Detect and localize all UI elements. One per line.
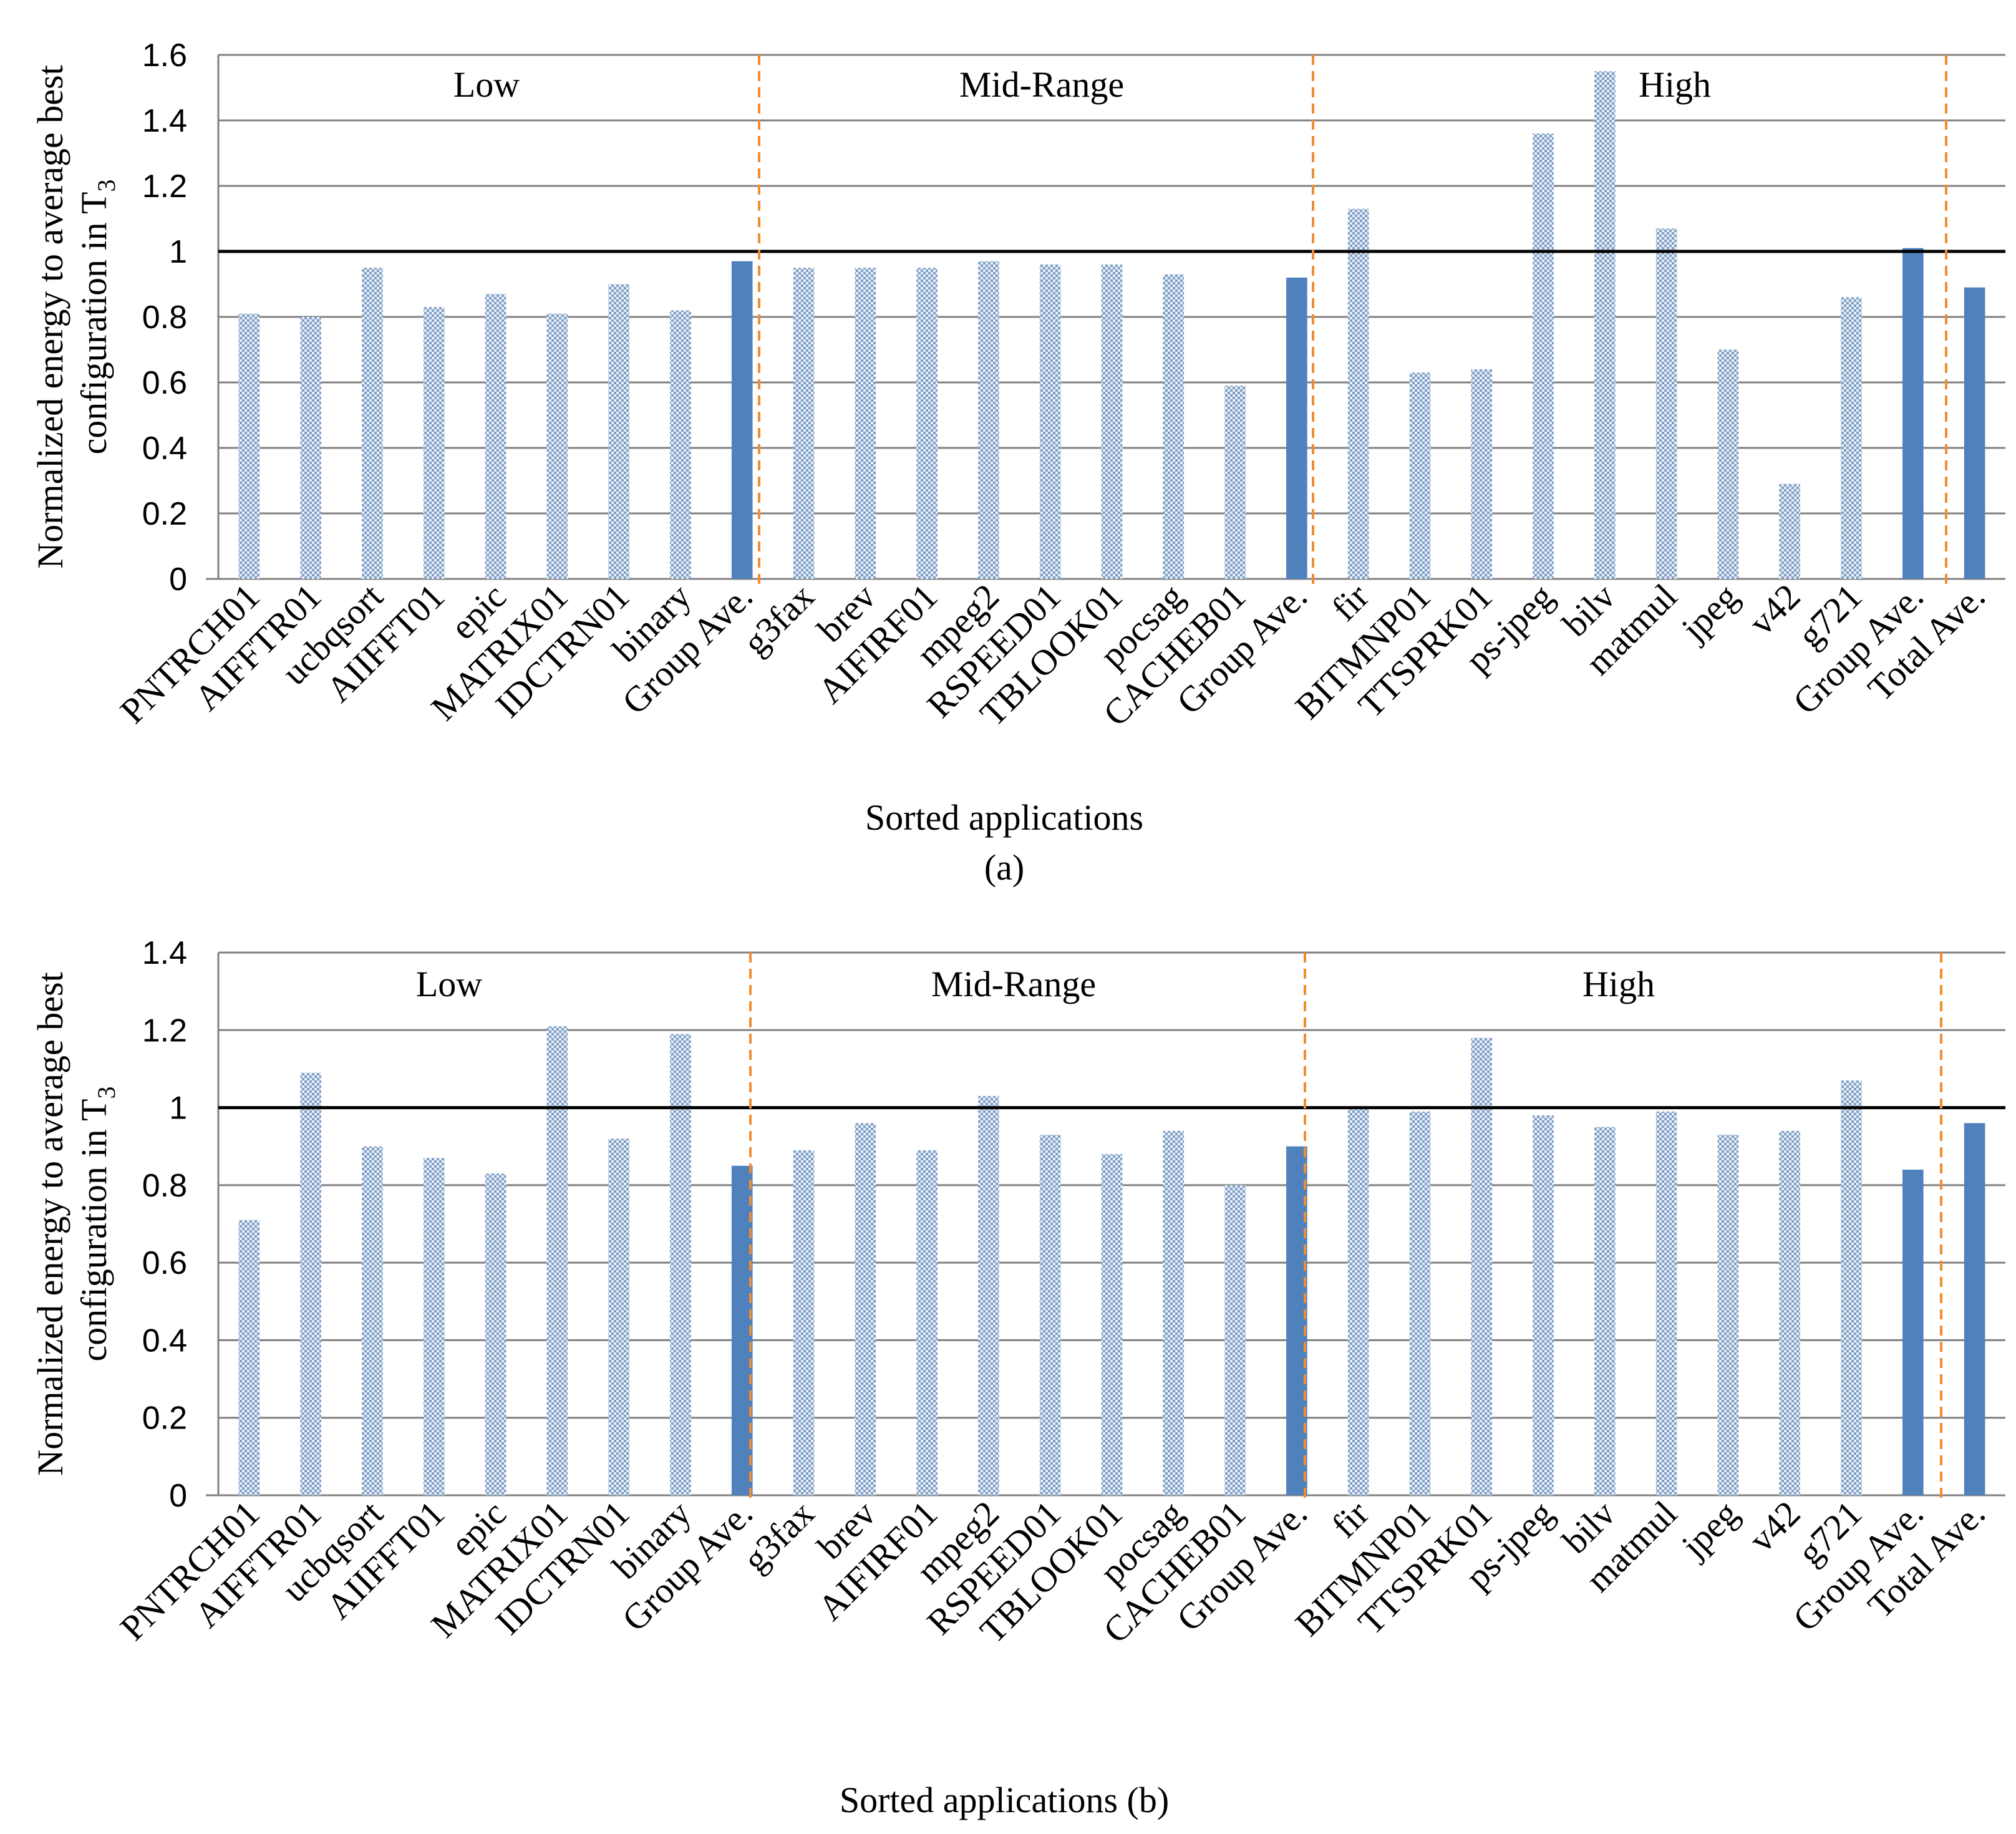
group-label: Mid-Range (931, 964, 1096, 1004)
bar (1101, 1154, 1123, 1495)
group-label: High (1639, 64, 1711, 105)
average-bar (1902, 1170, 1924, 1495)
bar (1347, 1107, 1369, 1495)
y-axis-label: Normalized energy to average best (30, 65, 70, 568)
bar (546, 1026, 568, 1495)
y-tick-label: 1 (169, 1090, 187, 1127)
bar (1533, 1115, 1554, 1495)
bar (1717, 349, 1739, 579)
y-axis-label-main: configuration in T (74, 192, 114, 455)
y-tick-label: 1.4 (142, 103, 187, 139)
bar (485, 294, 506, 579)
y-tick-label: 1 (169, 234, 187, 270)
bar (238, 313, 260, 579)
category-label: g3fax (735, 576, 821, 662)
bar (1841, 297, 1862, 579)
y-tick-label: 0.8 (142, 299, 187, 336)
bar (670, 310, 691, 579)
y-axis-label-line2: configuration in T3 (74, 1087, 120, 1362)
bar (1409, 372, 1431, 579)
bar (978, 1095, 999, 1495)
bar (300, 1072, 321, 1495)
average-bar (1964, 1123, 1985, 1495)
group-label: High (1582, 964, 1655, 1004)
y-tick-label: 0.4 (142, 1322, 187, 1359)
y-tick-label: 0.2 (142, 1400, 187, 1437)
y-tick-label: 1.2 (142, 1012, 187, 1049)
bar (1655, 1111, 1677, 1495)
y-tick-label: 0.2 (142, 496, 187, 532)
average-bar (731, 1165, 753, 1495)
y-tick-label: 0.6 (142, 365, 187, 401)
average-bar (731, 261, 753, 579)
bar (1655, 228, 1677, 579)
bar (362, 268, 383, 579)
bar (670, 1034, 691, 1495)
y-tick-label: 1.4 (142, 935, 187, 971)
bar (1224, 1185, 1246, 1495)
bar (608, 1138, 629, 1495)
y-tick-label: 0 (169, 561, 187, 598)
bar (1224, 386, 1246, 579)
bar (1471, 1037, 1493, 1495)
panel-caption: (a) (984, 847, 1024, 888)
group-label: Low (416, 964, 482, 1004)
bar (1779, 1130, 1801, 1495)
bar (608, 284, 629, 579)
bar (855, 1123, 876, 1495)
bar (238, 1220, 260, 1495)
y-axis-label-main: configuration in T (74, 1099, 114, 1362)
y-tick-label: 1.2 (142, 168, 187, 205)
y-tick-label: 0.6 (142, 1245, 187, 1281)
average-bar (1286, 278, 1307, 579)
bar (793, 1150, 815, 1495)
average-bar (1964, 287, 1985, 579)
bar (1717, 1135, 1739, 1495)
bar (546, 313, 568, 579)
bar (1101, 264, 1123, 579)
bar (1409, 1111, 1431, 1495)
y-axis-label: Normalized energy to average best (30, 972, 70, 1475)
bar (978, 261, 999, 579)
bar (1841, 1080, 1862, 1495)
category-label: g3fax (735, 1493, 821, 1579)
bar (362, 1146, 383, 1495)
bar (485, 1173, 506, 1495)
bar (300, 317, 321, 579)
y-tick-label: 0.8 (142, 1168, 187, 1204)
category-label: jpeg (1673, 1493, 1747, 1566)
bar (423, 307, 445, 579)
bar (1594, 1127, 1616, 1495)
bar (423, 1158, 445, 1495)
bar (1347, 208, 1369, 579)
x-axis-label: Sorted applications (865, 797, 1143, 838)
bar (1533, 133, 1554, 579)
bar (1779, 483, 1801, 579)
bar (1594, 71, 1616, 579)
y-tick-label: 1.6 (142, 37, 187, 74)
bar (916, 1150, 938, 1495)
bar (1039, 264, 1061, 579)
category-label: jpeg (1673, 576, 1747, 649)
bar (793, 268, 815, 579)
group-label: Mid-Range (959, 64, 1124, 105)
bar (1039, 1135, 1061, 1495)
bar (1163, 1130, 1185, 1495)
bar (1163, 274, 1185, 579)
y-axis-label-subscript: 3 (92, 1087, 120, 1099)
group-label: Low (453, 64, 520, 105)
bar (916, 268, 938, 579)
y-axis-label-line2: configuration in T3 (74, 180, 120, 455)
bar (855, 268, 876, 579)
y-tick-label: 0.4 (142, 430, 187, 467)
y-axis-label-subscript: 3 (92, 180, 120, 192)
bar (1471, 369, 1493, 579)
y-tick-label: 0 (169, 1478, 187, 1514)
average-bar (1902, 248, 1924, 579)
x-axis-label: Sorted applications (b) (840, 1780, 1169, 1820)
